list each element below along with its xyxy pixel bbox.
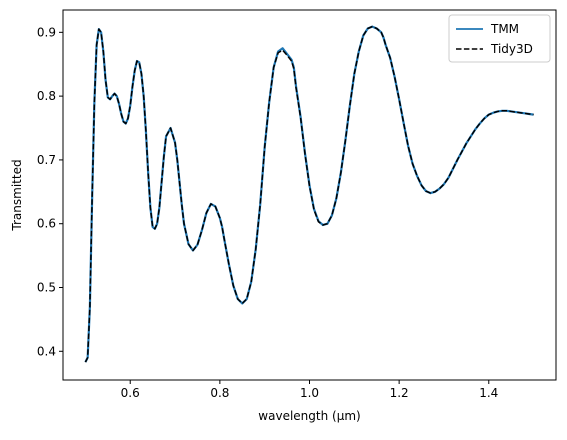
y-tick-label: 0.7	[37, 153, 56, 167]
axes-layer: 0.6 0.8 1.0 1.2 1.4 0.4 0.5 0.6 0.7 0.8 0.9	[37, 25, 498, 400]
plot-frame	[62, 9, 557, 381]
y-axis-label: Transmitted	[10, 159, 24, 231]
y-tick-label: 0.8	[37, 89, 56, 103]
y-tick-label: 0.9	[37, 25, 56, 39]
x-tick-label: 0.6	[121, 386, 140, 400]
series-line-tidy3d	[84, 25, 534, 363]
x-axis-label: wavelength (μm)	[258, 409, 360, 423]
legend-label-tmm: TMM	[490, 22, 519, 36]
y-tick-label: 0.5	[37, 281, 56, 295]
x-tick-label: 0.8	[210, 386, 229, 400]
legend-box	[448, 14, 551, 63]
x-tick-label: 1.4	[479, 386, 498, 400]
legend: TMM Tidy3D	[448, 14, 551, 63]
y-tick-label: 0.6	[37, 217, 56, 231]
x-tick-label: 1.0	[300, 386, 319, 400]
x-tick-label: 1.2	[390, 386, 409, 400]
legend-label-tidy3d: Tidy3D	[490, 42, 533, 56]
series-layer	[84, 25, 534, 363]
y-tick-label: 0.4	[37, 344, 56, 358]
